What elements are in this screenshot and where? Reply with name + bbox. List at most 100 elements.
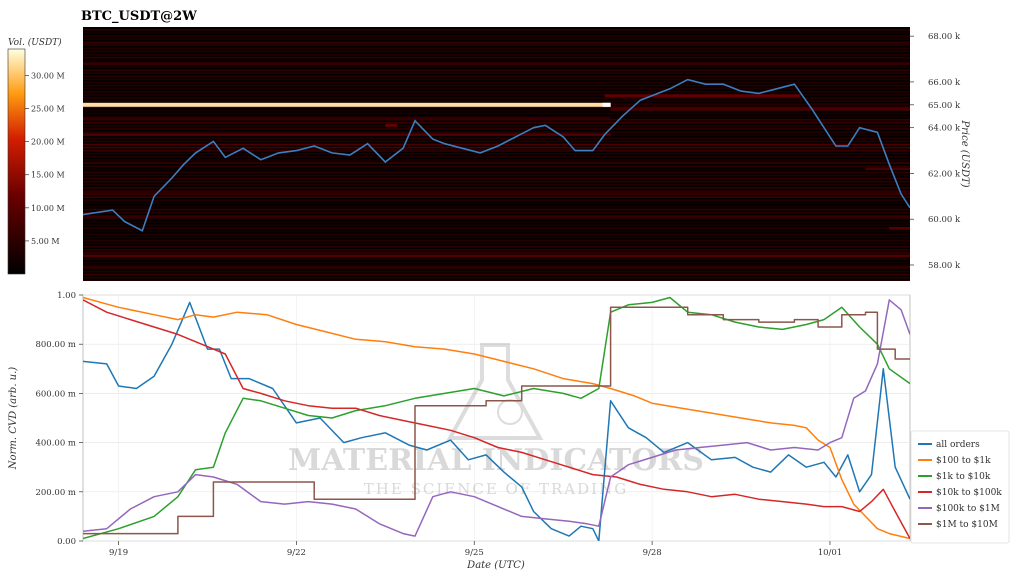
colorbar: Vol. (USDT) 5.00 M 10.00 M 15.00 M 20.00 M 2… (7, 37, 65, 275)
heat-row (83, 258, 910, 260)
heat-row (83, 146, 910, 149)
heat-row (83, 196, 910, 198)
heat-row (83, 137, 910, 140)
date-tick-label: 9/22 (287, 548, 306, 558)
colorbar-tick-label: 25.00 M (31, 105, 65, 114)
heat-band (83, 62, 910, 65)
heat-row (83, 193, 910, 195)
cvd-series-line (83, 299, 910, 539)
legend-label: $1M to $10M (936, 520, 998, 530)
heat-row (83, 221, 910, 223)
heat-row (83, 56, 910, 59)
date-tick-label: 9/25 (465, 548, 484, 558)
price-axis-label: Price (USDT) (959, 119, 970, 187)
heat-band (83, 190, 910, 194)
legend-label: $1k to $10k (936, 472, 991, 482)
cvd-series-line (83, 299, 910, 537)
heat-band (296, 149, 593, 152)
heat-row (83, 270, 910, 273)
heat-row (83, 72, 910, 74)
heat-row (83, 230, 910, 233)
legend-label: $100k to $1M (936, 504, 1000, 514)
cvd-y-tick-label: 800.00 m (35, 340, 76, 350)
price-tick-label: 66.00 k (928, 78, 961, 88)
heat-band (610, 108, 910, 111)
heat-row (83, 106, 910, 109)
heat-row (83, 280, 910, 281)
price-tick-label: 58.00 k (928, 261, 961, 271)
heat-row (83, 211, 910, 214)
cvd-y-axis-label: Norm. CVD (arb. u.) (8, 367, 19, 470)
heat-row (83, 87, 910, 90)
heat-row (83, 252, 910, 254)
price-tick-label: 64.00 k (928, 124, 961, 134)
heat-row (83, 115, 910, 118)
heat-row (83, 242, 910, 245)
date-tick-label: 9/19 (109, 548, 128, 558)
heat-row (83, 53, 910, 56)
heat-row (83, 81, 910, 84)
heat-row (83, 168, 910, 171)
heat-row (83, 239, 910, 242)
legend-label: all orders (936, 440, 980, 450)
heat-band-tip (602, 102, 611, 107)
heat-row (83, 156, 910, 158)
heat-band (83, 41, 910, 45)
colorbar-gradient (7, 48, 26, 275)
heat-row (83, 60, 910, 62)
heat-row (83, 131, 910, 133)
cvd-y-tick-label: 400.00 m (35, 439, 76, 449)
heat-row (83, 109, 910, 112)
cvd-y-tick-label: 1.00 (57, 291, 76, 301)
date-axis-ticks: 9/19 9/22 9/25 9/28 10/01 (109, 541, 842, 558)
price-line (83, 78, 910, 232)
heat-band (83, 102, 611, 107)
heat-row (83, 125, 910, 127)
cvd-panel: MATERIAL INDICATORS THE SCIENCE OF TRADI… (8, 291, 1010, 571)
heat-row (83, 174, 910, 177)
cvd-y-tick-label: 600.00 m (35, 389, 76, 399)
heat-row (83, 47, 910, 50)
heat-row (83, 246, 910, 248)
heat-row (83, 84, 910, 87)
price-tick-label: 65.00 k (928, 101, 961, 111)
heat-band (83, 133, 611, 136)
heat-band (83, 265, 910, 269)
cvd-series-lines (83, 296, 910, 541)
date-tick-label: 10/01 (818, 548, 843, 558)
watermark-subtitle: THE SCIENCE OF TRADING (364, 480, 628, 498)
heat-row (83, 227, 910, 229)
cvd-legend: all orders $100 to $1k $1k to $10k $10k to … (910, 430, 1010, 544)
cvd-y-tick-label: 0.00 (57, 537, 76, 547)
flask-icon (446, 343, 544, 440)
heat-row (83, 44, 910, 47)
heat-row (83, 171, 910, 174)
heat-band (604, 94, 801, 97)
heat-row (83, 261, 910, 264)
heat-band (889, 227, 910, 230)
heat-band (385, 124, 398, 127)
heat-row (83, 128, 910, 130)
heat-row (83, 165, 910, 167)
heat-row (83, 66, 910, 68)
date-tick-label: 9/28 (643, 548, 662, 558)
heat-row (83, 199, 910, 202)
cvd-series-line (83, 306, 910, 535)
price-tick-label: 68.00 k (928, 32, 961, 42)
heat-row (83, 159, 910, 161)
heat-row (83, 187, 910, 189)
watermark: MATERIAL INDICATORS THE SCIENCE OF TRADI… (288, 343, 704, 498)
heat-row (83, 224, 910, 226)
heat-row (83, 236, 910, 239)
colorbar-label: Vol. (USDT) (8, 37, 62, 48)
heat-band (83, 215, 910, 219)
heat-row (83, 249, 910, 251)
date-axis-label: Date (UTC) (466, 560, 525, 571)
price-axis-ticks: 58.00 k 60.00 k 62.00 k 64.00 k 65.00 k 66.00… (910, 32, 961, 271)
legend-items: all orders $100 to $1k $1k to $10k $10k to … (918, 440, 1002, 530)
colorbar-tick-label: 5.00 M (31, 237, 60, 246)
price-tick-label: 60.00 k (928, 215, 961, 225)
heat-row (83, 32, 910, 34)
heat-row (83, 97, 910, 99)
heat-row (83, 162, 910, 164)
